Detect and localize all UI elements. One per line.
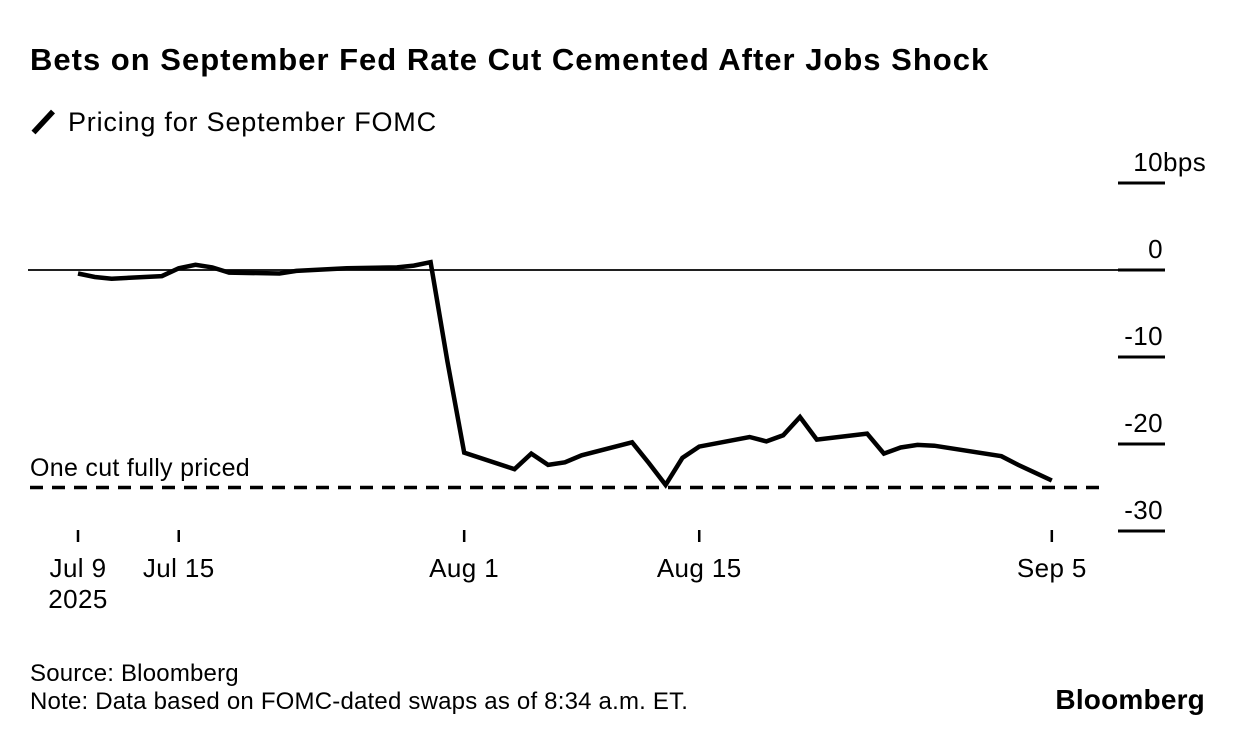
- y-tick-label: -20: [1124, 408, 1163, 438]
- x-tick-label: Aug 15: [656, 553, 742, 583]
- x-tick-label: Jul 9 2025: [48, 553, 108, 614]
- footer: Source: Bloomberg Note: Data based on FO…: [30, 660, 688, 716]
- legend: Pricing for September FOMC: [30, 106, 437, 138]
- y-tick-label: 10 bps: [1133, 147, 1207, 177]
- note-text: Note: Data based on FOMC-dated swaps as …: [30, 688, 689, 715]
- bloomberg-logo: Bloomberg: [1055, 684, 1205, 715]
- x-tick-label: Aug 1: [429, 553, 500, 583]
- y-tick-label: -30: [1124, 495, 1163, 525]
- x-tick-label: Jul 15: [142, 553, 215, 583]
- x-tick-year: 2025: [48, 584, 108, 614]
- y-tick-label: 0: [1148, 234, 1163, 264]
- data-line: [77, 259, 1053, 489]
- y-tick-label: -10: [1124, 321, 1163, 351]
- line-series-icon: [31, 109, 56, 135]
- x-tick-label: Sep 5: [1016, 553, 1087, 583]
- y-axis-unit: bps: [1163, 147, 1207, 177]
- source-text: Source: Bloomberg: [30, 660, 239, 687]
- legend-label: Pricing for September FOMC: [68, 107, 437, 137]
- chart-title: Bets on September Fed Rate Cut Cemented …: [30, 42, 990, 77]
- annotation-label: One cut fully priced: [30, 454, 250, 482]
